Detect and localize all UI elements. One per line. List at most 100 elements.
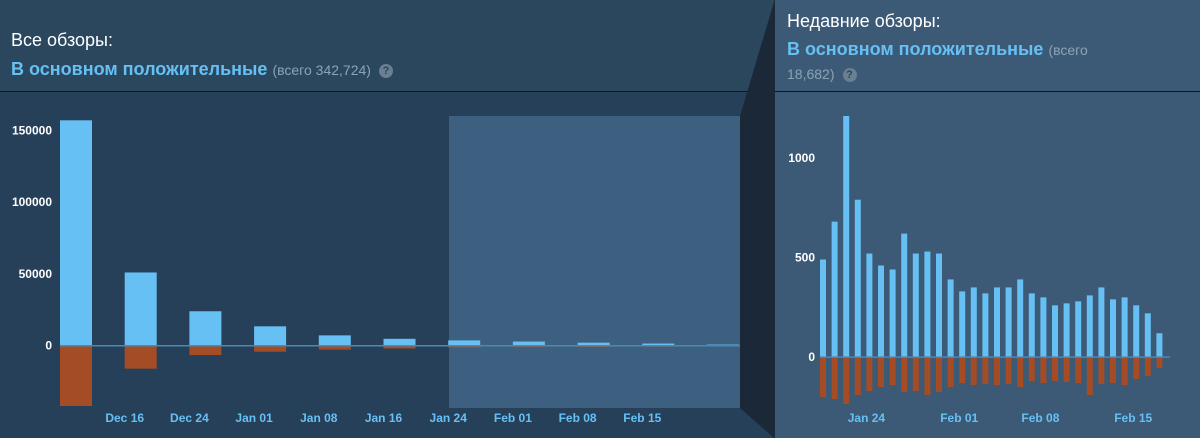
all-reviews-y-tick-label: 0 bbox=[45, 339, 52, 353]
all-reviews-y-tick-label: 50000 bbox=[19, 267, 53, 281]
recent-reviews-count-2: 18,682) bbox=[787, 66, 835, 82]
recent-reviews-positive-bar bbox=[1040, 297, 1047, 358]
recent-reviews-x-tick-label: Jan 24 bbox=[848, 411, 886, 425]
all-reviews-negative-bar bbox=[60, 345, 92, 406]
recent-reviews-count-1: (всего bbox=[1048, 42, 1088, 58]
recent-reviews-x-tick-label: Feb 08 bbox=[1021, 411, 1059, 425]
recent-reviews-positive-bar bbox=[843, 116, 850, 358]
recent-reviews-positive-bar bbox=[1005, 287, 1012, 358]
recent-reviews-negative-bar bbox=[831, 357, 838, 400]
all-reviews-negative-bar bbox=[383, 345, 416, 349]
recent-reviews-positive-bar bbox=[1133, 305, 1140, 358]
recent-reviews-summary-text: В основном положительные bbox=[787, 39, 1044, 59]
all-reviews-summary-text: В основном положительные bbox=[11, 59, 268, 79]
recent-reviews-positive-bar bbox=[924, 251, 931, 358]
recent-reviews-y-tick-label: 0 bbox=[808, 350, 815, 364]
recent-reviews-negative-bar bbox=[1040, 357, 1047, 384]
recent-reviews-negative-bar bbox=[959, 357, 966, 384]
recent-reviews-negative-bar bbox=[820, 357, 826, 398]
recent-reviews-x-tick-label: Feb 15 bbox=[1114, 411, 1152, 425]
recent-reviews-positive-bar bbox=[1156, 333, 1163, 358]
all-reviews-y-tick-label: 100000 bbox=[12, 195, 52, 209]
recent-reviews-negative-bar bbox=[1052, 357, 1058, 382]
recent-reviews-positive-bar bbox=[889, 269, 896, 358]
recent-reviews-negative-bar bbox=[982, 357, 989, 385]
recent-reviews-negative-bar bbox=[901, 357, 908, 393]
recent-reviews-positive-bar bbox=[936, 253, 942, 358]
recent-reviews-chart[interactable]: 0 500 1000 Jan 24 Feb 01 Feb 08 Feb 15 bbox=[775, 92, 1200, 438]
recent-reviews-y-tick-label: 1000 bbox=[788, 151, 815, 165]
recent-reviews-positive-bar bbox=[947, 279, 954, 358]
all-reviews-x-tick-label: Dec 24 bbox=[170, 411, 209, 425]
recent-reviews-positive-bar bbox=[1028, 293, 1035, 358]
all-reviews-summary: В основном положительные (всего 342,724)… bbox=[11, 58, 393, 82]
recent-reviews-negative-bar bbox=[947, 357, 954, 388]
recent-reviews-positive-bar bbox=[1075, 301, 1082, 358]
all-reviews-positive-bar bbox=[60, 120, 92, 346]
all-reviews-x-tick-label: Feb 08 bbox=[559, 411, 597, 425]
all-reviews-x-tick-label: Dec 16 bbox=[105, 411, 144, 425]
recent-reviews-title: Недавние обзоры: bbox=[787, 11, 941, 31]
all-reviews-title: Все обзоры: bbox=[11, 30, 113, 50]
all-reviews-x-tick-label: Jan 01 bbox=[235, 411, 273, 425]
all-reviews-positive-bar bbox=[448, 340, 481, 346]
recent-reviews-positive-bar bbox=[982, 293, 989, 358]
recent-reviews-header: Недавние обзоры: В основном положительны… bbox=[775, 0, 1200, 92]
recent-reviews-positive-bar bbox=[901, 233, 908, 358]
recent-reviews-negative-bar bbox=[912, 357, 919, 392]
recent-reviews-negative-bar bbox=[854, 357, 861, 396]
all-reviews-negative-bar bbox=[124, 345, 157, 369]
recent-reviews-negative-bar bbox=[994, 357, 1000, 386]
recent-reviews-positive-bar bbox=[878, 265, 884, 358]
all-reviews-positive-bar bbox=[642, 343, 675, 346]
recent-reviews-negative-bar bbox=[1121, 357, 1128, 386]
recent-reviews-positive-bar bbox=[1052, 305, 1058, 358]
recent-reviews-positive-bar bbox=[1121, 297, 1128, 358]
recent-reviews-summary: В основном положительные (всего 18,682) … bbox=[787, 38, 1187, 86]
recent-reviews-negative-bar bbox=[1017, 357, 1024, 388]
recent-reviews-positive-bar bbox=[820, 259, 826, 358]
all-reviews-x-tick-label: Jan 16 bbox=[365, 411, 403, 425]
all-reviews-x-tick-label: Feb 15 bbox=[623, 411, 661, 425]
recent-reviews-positive-bar bbox=[1063, 303, 1070, 358]
all-reviews-selection-range bbox=[449, 116, 740, 408]
all-reviews-positive-bar bbox=[254, 326, 287, 346]
recent-reviews-negative-bar bbox=[1110, 357, 1116, 384]
question-icon[interactable]: ? bbox=[842, 68, 857, 82]
recent-reviews-positive-bar bbox=[1098, 287, 1105, 358]
recent-reviews-positive-bar bbox=[1110, 299, 1116, 358]
recent-reviews-negative-bar bbox=[1028, 357, 1035, 382]
all-reviews-negative-bar bbox=[448, 345, 481, 348]
recent-reviews-negative-bar bbox=[866, 357, 873, 392]
recent-reviews-negative-bar bbox=[1086, 357, 1093, 396]
recent-reviews-positive-bar bbox=[854, 199, 861, 358]
recent-reviews-negative-bar bbox=[970, 357, 977, 386]
question-icon[interactable]: ? bbox=[378, 64, 393, 78]
recent-reviews-positive-bar bbox=[1086, 295, 1093, 358]
recent-reviews-positive-bar bbox=[1017, 279, 1024, 358]
all-reviews-positive-bar bbox=[189, 311, 222, 346]
recent-reviews-negative-bar bbox=[1098, 357, 1105, 385]
recent-reviews-negative-bar bbox=[1144, 357, 1151, 377]
all-reviews-y-tick-label: 150000 bbox=[12, 123, 52, 137]
all-reviews-positive-bar bbox=[577, 342, 610, 346]
all-reviews-x-tick-label: Jan 08 bbox=[300, 411, 338, 425]
recent-reviews-positive-bar bbox=[1144, 313, 1151, 358]
all-reviews-header: Все обзоры: В основном положительные (вс… bbox=[0, 0, 774, 92]
recent-reviews-negative-bar bbox=[1063, 357, 1070, 383]
recent-reviews-negative-bar bbox=[924, 357, 931, 396]
recent-reviews-negative-bar bbox=[1156, 357, 1163, 369]
all-reviews-positive-bar bbox=[318, 335, 351, 346]
recent-reviews-negative-bar bbox=[843, 357, 850, 405]
recent-reviews-positive-bar bbox=[970, 287, 977, 358]
all-reviews-chart[interactable]: 0 50000 100000 150000 Dec 16 Dec 24 Jan 01 Jan … bbox=[0, 92, 774, 438]
recent-reviews-x-tick-label: Feb 01 bbox=[940, 411, 978, 425]
recent-reviews-positive-bar bbox=[959, 291, 966, 358]
recent-reviews-negative-bar bbox=[1075, 357, 1082, 384]
recent-reviews-negative-bar bbox=[878, 357, 884, 388]
all-reviews-x-tick-label: Feb 01 bbox=[494, 411, 532, 425]
all-reviews-positive-bar bbox=[383, 338, 416, 346]
recent-reviews-positive-bar bbox=[866, 253, 873, 358]
all-reviews-count: (всего 342,724) bbox=[272, 62, 371, 78]
all-reviews-positive-bar bbox=[512, 341, 545, 346]
